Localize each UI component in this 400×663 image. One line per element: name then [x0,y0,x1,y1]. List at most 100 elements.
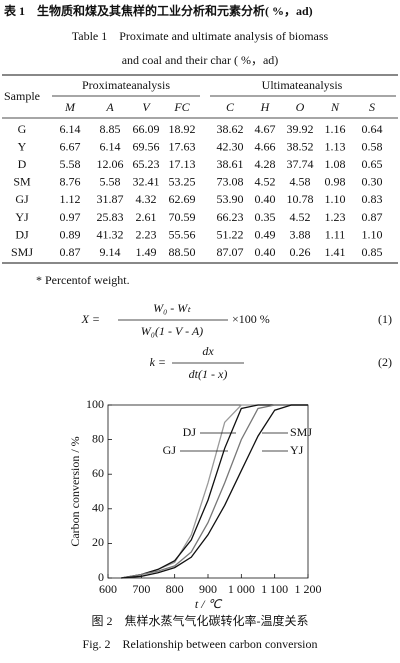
cell: 42.30 [217,139,244,153]
series-line [121,404,308,579]
cell: 4.32 [136,192,157,206]
cell: 55.56 [169,227,196,241]
cell: 73.08 [217,175,244,189]
y-tick-label: 80 [92,431,104,445]
y-tick-label: 40 [92,501,104,515]
table-title-zh: 表 1 生物质和煤及其焦样的工业分析和元素分析( %，ad) [3,3,313,18]
cell: 41.32 [97,227,124,241]
cell: 0.98 [325,175,346,189]
cell: 5.58 [100,175,121,189]
eq-denominator: W₀(1 - V - A) [141,324,203,338]
legend-label: SMJ [290,425,312,439]
column-header: M [64,100,76,114]
cell: 17.63 [169,139,196,153]
cell: 0.40 [255,245,276,259]
y-tick-label: 20 [92,535,104,549]
cell: 4.58 [290,175,311,189]
row-label: SM [13,175,31,189]
figure-caption-zh: 图 2 焦样水蒸气气化碳转化率-温度关系 [92,613,309,628]
table-title-en: and coal and their char ( %，ad) [122,53,279,67]
row-label: SMJ [11,245,33,259]
column-header: N [330,100,340,114]
row-label: DJ [15,227,29,241]
cell: 1.13 [325,139,346,153]
cell: 4.52 [290,210,311,224]
cell: 0.30 [362,175,383,189]
legend-label: YJ [290,443,304,457]
column-header: C [226,100,235,114]
cell: 4.52 [255,175,276,189]
cell: 1.10 [325,192,346,206]
cell: 3.88 [290,227,311,241]
cell: 38.61 [217,157,244,171]
cell: 0.83 [362,192,383,206]
series-line [121,404,308,579]
cell: 5.58 [60,157,81,171]
cell: 4.28 [255,157,276,171]
footnote: * Percentof weight. [36,273,130,287]
cell: 1.11 [325,227,346,241]
cell: 2.23 [136,227,157,241]
cell: 0.85 [362,245,383,259]
x-tick-label: 700 [132,582,150,596]
sample-header: Sample [4,89,40,103]
y-tick-label: 100 [86,397,104,411]
y-tick-label: 60 [92,466,104,480]
cell: 66.23 [217,210,244,224]
row-label: YJ [15,210,29,224]
cell: 0.65 [362,157,383,171]
cell: 88.50 [169,245,196,259]
column-header: V [142,100,151,114]
cell: 1.10 [362,227,383,241]
y-axis-label: Carbon conversion / % [68,436,82,546]
x-tick-label: 1 000 [228,582,255,596]
x-axis-label: t / ℃ [195,597,223,611]
cell: 6.67 [60,139,81,153]
x-tick-label: 900 [199,582,217,596]
column-header: A [105,100,114,114]
cell: 17.13 [169,157,196,171]
cell: 6.14 [60,122,81,136]
legend-label: GJ [163,443,177,457]
column-header: FC [173,100,190,114]
cell: 66.09 [133,122,160,136]
cell: 4.67 [255,122,276,136]
group-header: Ultimateanalysis [262,78,343,92]
eq-lhs: k = [150,355,166,369]
cell: 0.26 [290,245,311,259]
x-tick-label: 800 [166,582,184,596]
cell: 0.87 [60,245,81,259]
x-tick-label: 1 200 [295,582,322,596]
cell: 8.85 [100,122,121,136]
column-header: H [260,100,271,114]
cell: 1.49 [136,245,157,259]
cell: 25.83 [97,210,124,224]
eq-number: (2) [378,355,392,369]
column-header: S [369,100,375,114]
figure-caption-en: Fig. 2 Relationship between carbon conve… [83,637,318,651]
cell: 87.07 [217,245,244,259]
eq-number: (1) [378,312,392,326]
cell: 53.90 [217,192,244,206]
cell: 51.22 [217,227,244,241]
cell: 0.87 [362,210,383,224]
cell: 1.41 [325,245,346,259]
eq-rhs: ×100 % [232,312,270,326]
table-title-en: Table 1 Proximate and ultimate analysis … [72,29,329,43]
cell: 39.92 [287,122,314,136]
cell: 18.92 [169,122,196,136]
cell: 38.62 [217,122,244,136]
cell: 8.76 [60,175,81,189]
cell: 1.08 [325,157,346,171]
cell: 1.12 [60,192,81,206]
cell: 0.97 [60,210,81,224]
cell: 0.64 [362,122,383,136]
cell: 0.58 [362,139,383,153]
column-header: O [296,100,305,114]
eq-denominator: dt(1 - x) [189,367,228,381]
cell: 53.25 [169,175,196,189]
row-label: GJ [15,192,29,206]
series-line [121,404,308,579]
plot-frame [107,404,309,579]
cell: 69.56 [133,139,160,153]
